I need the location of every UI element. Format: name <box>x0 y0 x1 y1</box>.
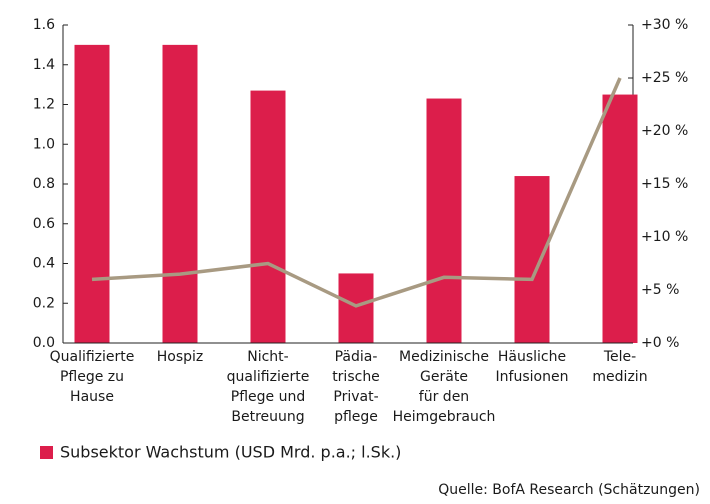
x-tick-label: Hospiz <box>157 349 204 365</box>
y-tick-label: 1.0 <box>33 136 55 152</box>
x-tick-label: Nicht- <box>247 349 288 365</box>
x-tick-label: Infusionen <box>496 369 569 385</box>
y2-tick-label: +20 % <box>641 123 688 139</box>
x-tick-label: Pflege und <box>231 389 305 405</box>
x-tick-label: Geräte <box>420 369 468 385</box>
x-tick-label: medizin <box>592 369 647 385</box>
x-tick-label: Tele- <box>603 349 636 365</box>
x-tick-label: Betreuung <box>231 409 304 425</box>
y-tick-label: 0.8 <box>33 176 55 192</box>
line <box>91 77 622 308</box>
x-tick-label: Hause <box>70 389 114 405</box>
y-tick-label: 0.4 <box>33 256 55 272</box>
x-tick-label: Privat- <box>333 389 378 405</box>
y2-tick-label: +25 % <box>641 70 688 86</box>
x-tick-label: Häusliche <box>498 349 566 365</box>
bar <box>426 98 462 343</box>
legend-swatch <box>40 446 53 459</box>
y-tick-label: 0.6 <box>33 216 55 232</box>
x-tick-label: Qualifizierte <box>50 349 135 365</box>
y2-tick-label: +30 % <box>641 17 688 33</box>
x-tick-label: für den <box>419 389 469 405</box>
source: Quelle: BofA Research (Schätzungen) <box>438 482 700 498</box>
x-tick-label: Pflege zu <box>60 369 124 385</box>
y-tick-label: 1.2 <box>33 97 55 113</box>
y2-tick-label: +15 % <box>641 176 688 192</box>
bar <box>514 176 550 343</box>
x-tick-label: qualifizierte <box>227 369 310 385</box>
legend-label: Subsektor Wachstum (USD Mrd. p.a.; l.Sk.… <box>60 443 401 462</box>
x-tick-label: Medizinische <box>399 349 489 365</box>
y-tick-label: 0.2 <box>33 295 55 311</box>
x-tick-label: trische <box>332 369 380 385</box>
bar <box>602 94 638 343</box>
y2-tick-label: +0 % <box>641 335 679 351</box>
bar <box>250 90 286 344</box>
x-tick-label: Heimgebrauch <box>393 409 496 425</box>
x-tick-label: Pädia- <box>335 349 378 365</box>
y2-tick-label: +5 % <box>641 282 679 298</box>
x-tick-label: pflege <box>334 409 378 425</box>
y-tick-label: 0.0 <box>33 335 55 351</box>
y-tick-label: 1.6 <box>33 17 55 33</box>
y2-tick-label: +10 % <box>641 229 688 245</box>
bar <box>338 273 374 343</box>
bar <box>74 44 110 343</box>
y-tick-label: 1.4 <box>33 57 55 73</box>
bar <box>162 44 198 343</box>
